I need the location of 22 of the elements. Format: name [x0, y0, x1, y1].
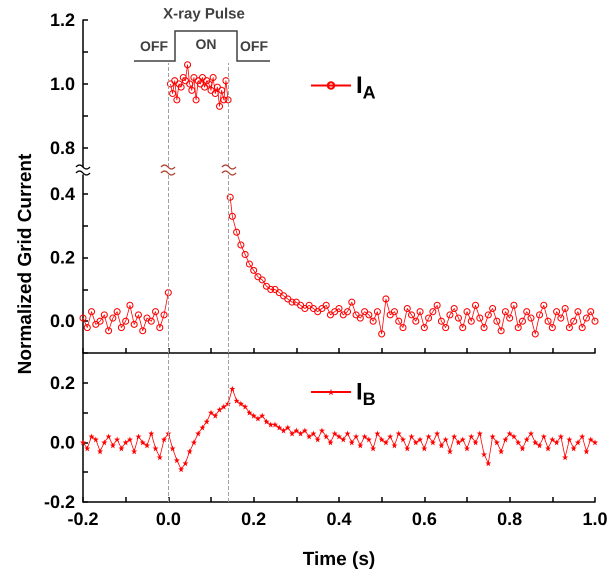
- y-tick-label: 0.8: [50, 138, 75, 158]
- y-axis-title: Normalized Grid Current: [15, 153, 36, 374]
- annotation: OFF: [140, 38, 168, 54]
- y-tick-label: 0.4: [50, 184, 75, 204]
- y-tick-label: 0.2: [50, 372, 75, 393]
- x-tick-label: 1.0: [582, 509, 608, 529]
- x-axis-title: Time (s): [302, 549, 376, 570]
- y-tick-label: -0.2: [44, 492, 75, 512]
- y-tick-label: 1.0: [50, 74, 75, 94]
- annotation: OFF: [240, 38, 268, 54]
- x-tick-label: 0.0: [156, 509, 181, 529]
- annotation: X-ray Pulse: [163, 6, 245, 22]
- y-tick-label: 0.0: [50, 432, 75, 452]
- y-tick-label: 1.2: [50, 10, 75, 30]
- x-tick-label: 0.8: [497, 509, 522, 529]
- annotation: ON: [196, 36, 216, 52]
- y-tick-label: 0.2: [50, 248, 75, 268]
- y-tick-label: 0.0: [50, 311, 75, 332]
- x-tick-label: -0.2: [67, 509, 99, 529]
- x-tick-label: 0.6: [412, 509, 437, 529]
- x-tick-label: 0.2: [241, 509, 266, 529]
- x-tick-label: 0.4: [326, 509, 352, 529]
